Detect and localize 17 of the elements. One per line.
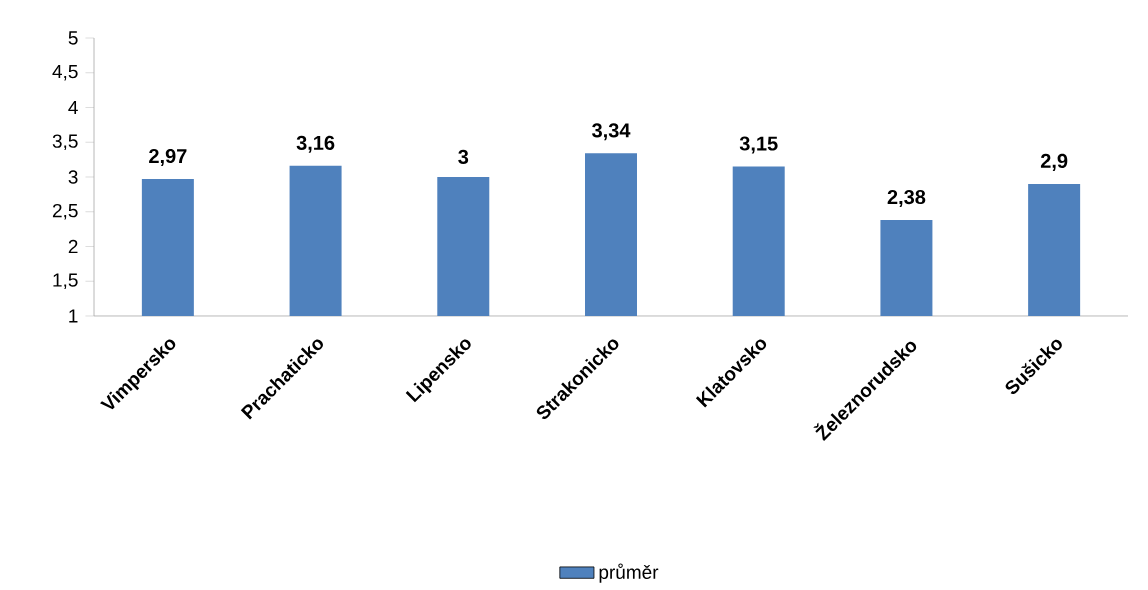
data-label: 3,15 xyxy=(739,136,778,154)
legend-label: průměr xyxy=(599,563,659,583)
data-label: 3,16 xyxy=(296,135,335,153)
y-tick-label: 5 xyxy=(68,31,78,45)
y-tick-label: 1 xyxy=(69,309,78,323)
data-label: 3 xyxy=(458,149,469,165)
y-tick-label: 4 xyxy=(68,101,78,115)
data-label: 2,9 xyxy=(1040,153,1068,171)
y-tick-label: 3 xyxy=(68,170,78,184)
y-tick-label: 1,5 xyxy=(53,273,78,290)
data-label: 2,97 xyxy=(149,149,187,167)
y-tick-label: 4,5 xyxy=(52,65,78,81)
data-label: 3,34 xyxy=(592,123,631,141)
y-tick-label: 2,5 xyxy=(52,204,78,220)
y-tick-label: 3,5 xyxy=(52,134,78,151)
data-label: 2,38 xyxy=(887,190,926,208)
y-tick-label: 2 xyxy=(68,239,78,254)
